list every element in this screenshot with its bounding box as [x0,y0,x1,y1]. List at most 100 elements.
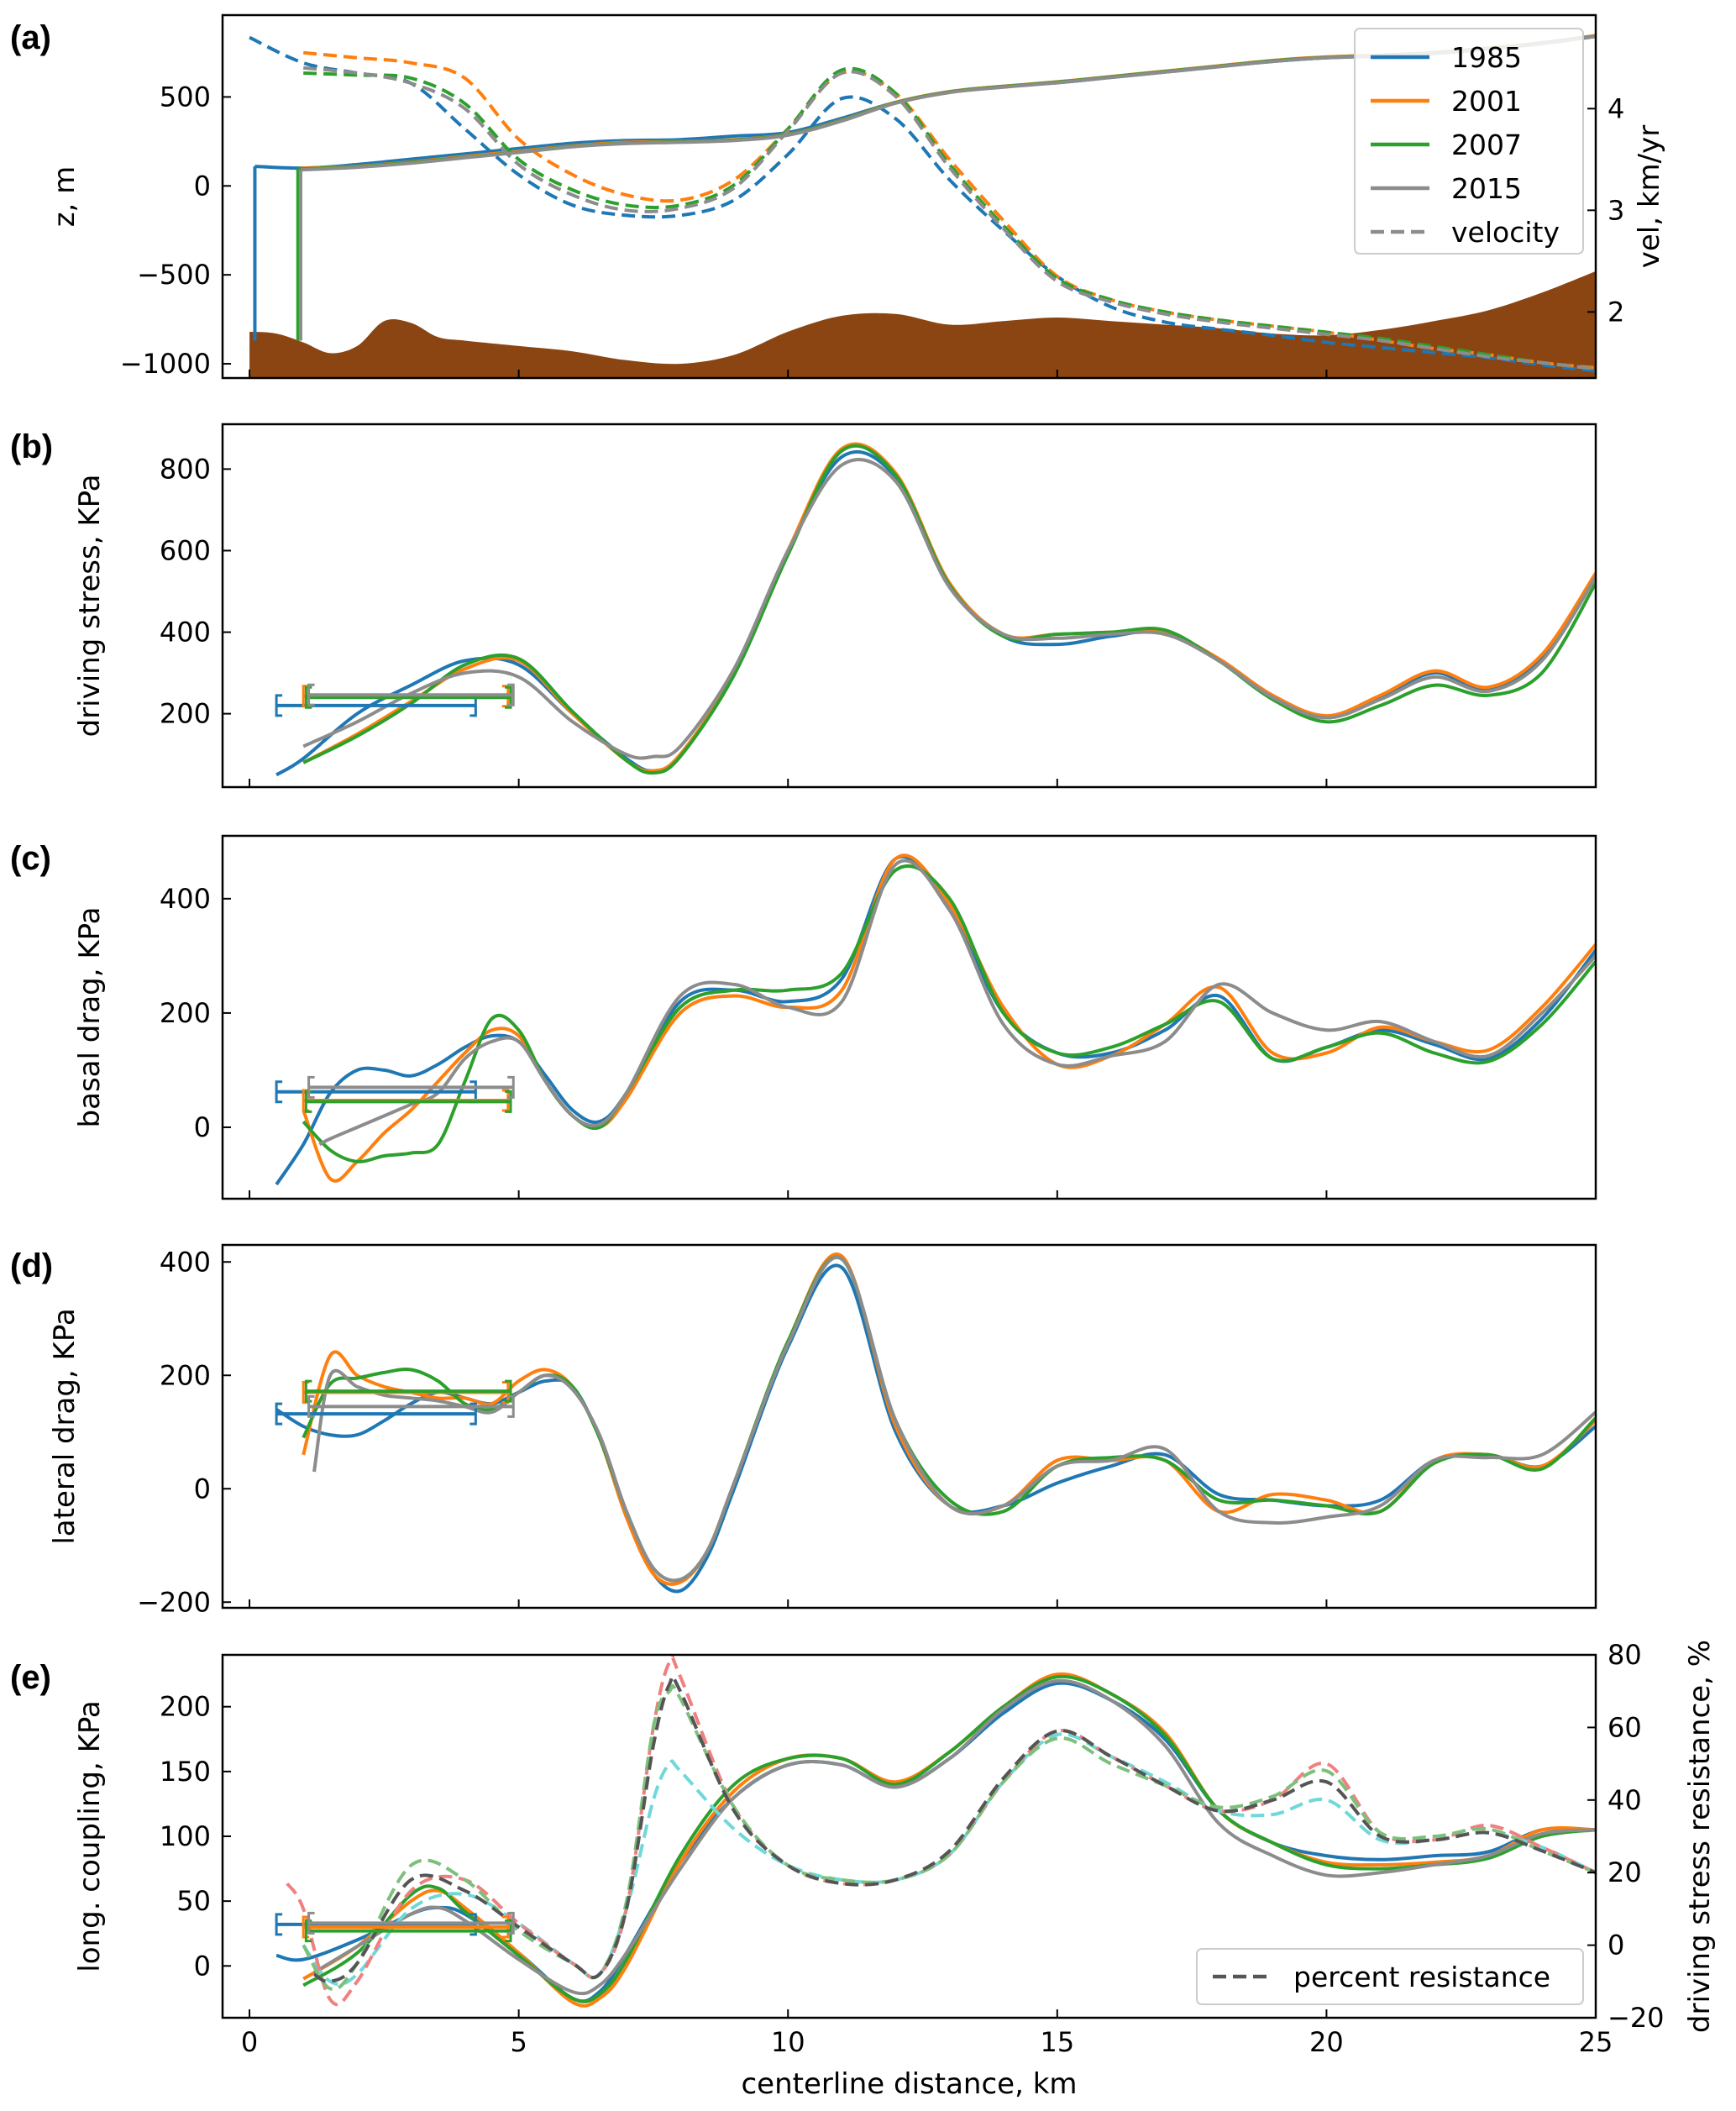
y-tick-label: 500 [160,81,211,113]
y-tick-label: 150 [160,1756,211,1788]
series-2015 [302,458,1596,760]
y2-tick-label: 60 [1608,1711,1642,1743]
range-bar-cap [307,1075,315,1099]
y-tick-label: 200 [160,1691,211,1723]
legend-a: 1985 2001 2007 2015 velocity [1354,28,1584,255]
range-bar-cap [307,683,315,706]
range-bar-cap [275,1080,283,1104]
panel-b: 800 600 400 200 (b) driving stress, KPa [10,423,1597,789]
y2-tick-label: 40 [1608,1784,1642,1816]
y-axis-label: z, m [48,166,81,228]
range-bar-cap [307,1394,315,1418]
axes-frame [221,423,1597,789]
y-tick-label: 600 [160,534,211,566]
y-tick-label: 0 [194,1473,211,1504]
y-axis-label: basal drag, KPa [73,907,107,1128]
x-tick-label: 10 [771,2026,805,2058]
range-bar-cap [307,1911,315,1935]
y2-tick-label: 4 [1608,92,1624,124]
velocity-2007 [303,66,1596,371]
y2-tick-label: −20 [1608,2002,1665,2034]
series-1985 [275,854,1596,1186]
y2-axis-label: vel, km/yr [1633,125,1666,268]
x-tick-label: 15 [1040,2026,1074,2058]
x-axis-label: centerline distance, km [741,2067,1077,2101]
y-tick-label: 200 [160,997,211,1029]
panel-letter: (e) [10,1659,51,1696]
y-tick-label: 800 [160,453,211,485]
range-bar-cap [507,683,515,706]
legend-label: 2007 [1451,129,1522,161]
range-bar-cap [505,1090,512,1113]
y-tick-label: −200 [137,1586,211,1618]
x-tick-label: 25 [1579,2026,1613,2058]
y-tick-label: −500 [137,259,211,291]
range-bar-cap [275,1913,283,1936]
legend-e: percent resistance [1196,1948,1584,2005]
y-tick-label: 200 [160,698,211,730]
panel-letter: (c) [10,840,51,877]
y-tick-label: 400 [160,617,211,649]
range-bar-cap [501,1915,510,1939]
range-bar-cap [507,1394,515,1418]
range-bar-cap [275,1402,283,1426]
legend-label: percent resistance [1293,1961,1550,1993]
series-2007 [302,444,1596,775]
range-bar-cap [507,1075,515,1099]
series-2001 [302,442,1596,773]
velocity-1985 [249,35,1596,373]
panel-letter: (d) [10,1247,53,1284]
panel-letter: (b) [10,428,53,465]
series-2015 [312,1678,1596,1996]
range-bar-cap [505,1379,512,1403]
y2-tick-label: 80 [1608,1639,1642,1671]
y-tick-label: 0 [194,1111,211,1143]
y2-tick-label: 3 [1608,194,1624,226]
range-bar-cap [505,685,512,709]
series-2007 [302,1255,1596,1583]
axes-frame [221,834,1597,1200]
series-2001 [302,1252,1596,1586]
legend-frame [1196,1948,1584,2005]
axes-frame [221,1243,1597,1610]
y-tick-label: −1000 [120,348,211,380]
x-tick-label: 5 [510,2026,527,2058]
range-bar-cap [469,1402,477,1426]
range-bar-cap [505,1919,512,1943]
y-tick-label: 0 [194,170,211,202]
velocity-2015 [303,66,1596,371]
range-bar-cap [275,694,283,717]
y-axis-label: lateral drag, KPa [48,1308,81,1544]
x-tick-label: 0 [241,2026,258,2058]
series-2001 [302,853,1596,1183]
y2-tick-label: 0 [1608,1930,1624,1961]
panel-letter: (a) [10,19,51,56]
y2-tick-label: 2 [1608,296,1624,328]
y-tick-label: 50 [176,1885,211,1917]
plot-area [275,442,1596,777]
legend-label: 2001 [1451,85,1522,118]
bed-topography [249,270,1596,378]
y-axis-label: long. coupling, KPa [73,1700,107,1972]
legend-label: 2015 [1451,172,1522,205]
y-tick-label: 0 [194,1950,211,1982]
y-tick-label: 200 [160,1359,211,1391]
x-tick-label: 20 [1309,2026,1344,2058]
y-axis-label: driving stress, KPa [73,475,107,738]
legend-label: 1985 [1451,41,1522,74]
legend-frame [1354,28,1584,255]
y-tick-label: 400 [160,1246,211,1278]
range-bar-cap [507,1911,515,1935]
legend-label: velocity [1451,216,1560,249]
velocity-2001 [303,50,1596,370]
series-2007 [302,864,1596,1163]
series-1985 [275,449,1596,777]
y-tick-label: 100 [160,1820,211,1852]
y-tick-label: 400 [160,883,211,915]
plot-area [275,853,1596,1186]
series-1985 [275,1263,1596,1594]
series-2015 [312,1255,1596,1583]
panel-c: 400 200 0 (c) basal drag, KPa [10,834,1597,1200]
